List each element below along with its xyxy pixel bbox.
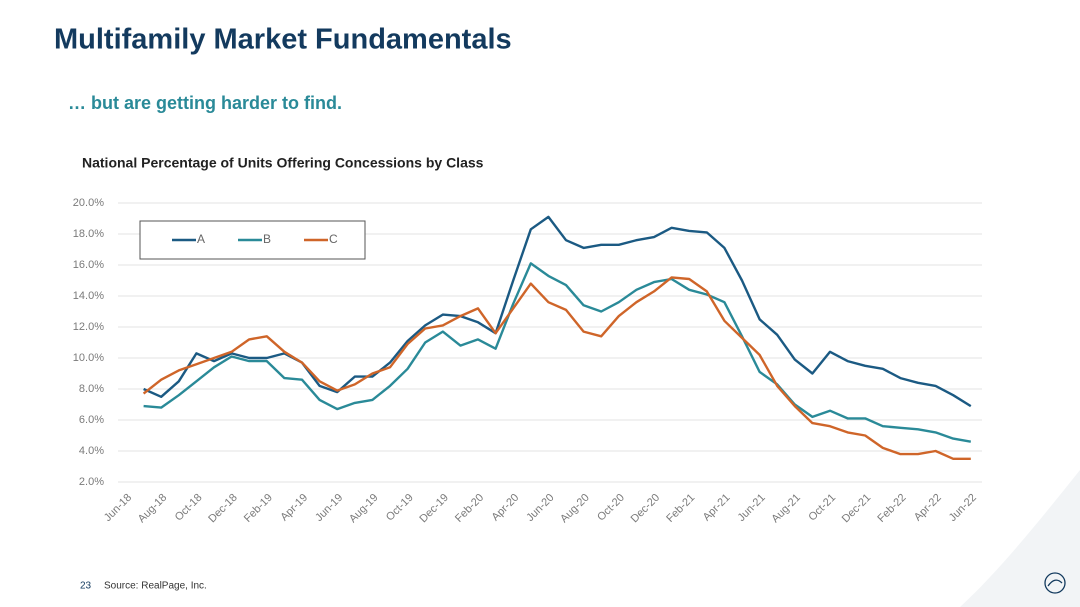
source: Source: RealPage, Inc.	[104, 581, 207, 592]
x-tick-label: Apr-21	[701, 492, 733, 524]
legend-label: C	[329, 232, 338, 246]
y-tick-label: 18.0%	[73, 228, 104, 240]
x-tick-label: Jun-19	[313, 492, 345, 524]
y-tick-label: 14.0%	[73, 290, 104, 302]
x-tick-label: Feb-21	[664, 492, 697, 525]
x-tick-label: Jun-22	[947, 492, 979, 524]
logo-icon	[1044, 572, 1066, 594]
x-tick-label: Feb-22	[875, 492, 908, 525]
logo-icon-mark	[1047, 579, 1063, 587]
y-tick-label: 12.0%	[73, 321, 104, 333]
x-tick-label: Aug-20	[558, 492, 592, 526]
y-tick-label: 20.0%	[73, 197, 104, 209]
legend-label: B	[263, 232, 271, 246]
y-tick-label: 8.0%	[79, 383, 104, 395]
corner-decoration	[960, 470, 1080, 607]
series-line	[142, 276, 971, 460]
slide-subtitle: … but are getting harder to find.	[68, 93, 342, 113]
x-tick-label: Dec-19	[417, 492, 451, 526]
x-tick-label: Dec-21	[840, 492, 874, 526]
x-tick-label: Jun-20	[524, 492, 556, 524]
y-tick-label: 10.0%	[73, 352, 104, 364]
chart-title: National Percentage of Units Offering Co…	[82, 155, 484, 171]
x-tick-label: Oct-18	[173, 492, 205, 524]
x-tick-label: Apr-20	[490, 492, 522, 524]
x-tick-label: Jun-21	[736, 492, 768, 524]
x-tick-label: Oct-19	[384, 492, 416, 524]
y-tick-label: 16.0%	[73, 259, 104, 271]
x-tick-label: Feb-19	[242, 492, 275, 525]
x-tick-label: Aug-19	[347, 492, 381, 526]
x-tick-label: Apr-19	[278, 492, 310, 524]
legend-label: A	[197, 232, 205, 246]
slide-title: Multifamily Market Fundamentals	[54, 24, 512, 56]
y-tick-label: 2.0%	[79, 476, 104, 488]
x-tick-label: Aug-18	[136, 492, 170, 526]
y-tick-label: 6.0%	[79, 414, 104, 426]
x-tick-label: Oct-21	[806, 492, 838, 524]
x-tick-label: Feb-20	[453, 492, 486, 525]
x-tick-label: Dec-18	[206, 492, 240, 526]
x-tick-label: Oct-20	[595, 492, 627, 524]
x-tick-label: Dec-20	[629, 492, 663, 526]
x-tick-label: Aug-21	[769, 492, 803, 526]
x-tick-label: Jun-18	[102, 492, 134, 524]
page-number: 23	[80, 581, 92, 592]
series-line	[143, 262, 972, 443]
x-tick-label: Apr-22	[912, 492, 944, 524]
y-tick-label: 4.0%	[79, 445, 104, 457]
series-line	[143, 215, 972, 408]
